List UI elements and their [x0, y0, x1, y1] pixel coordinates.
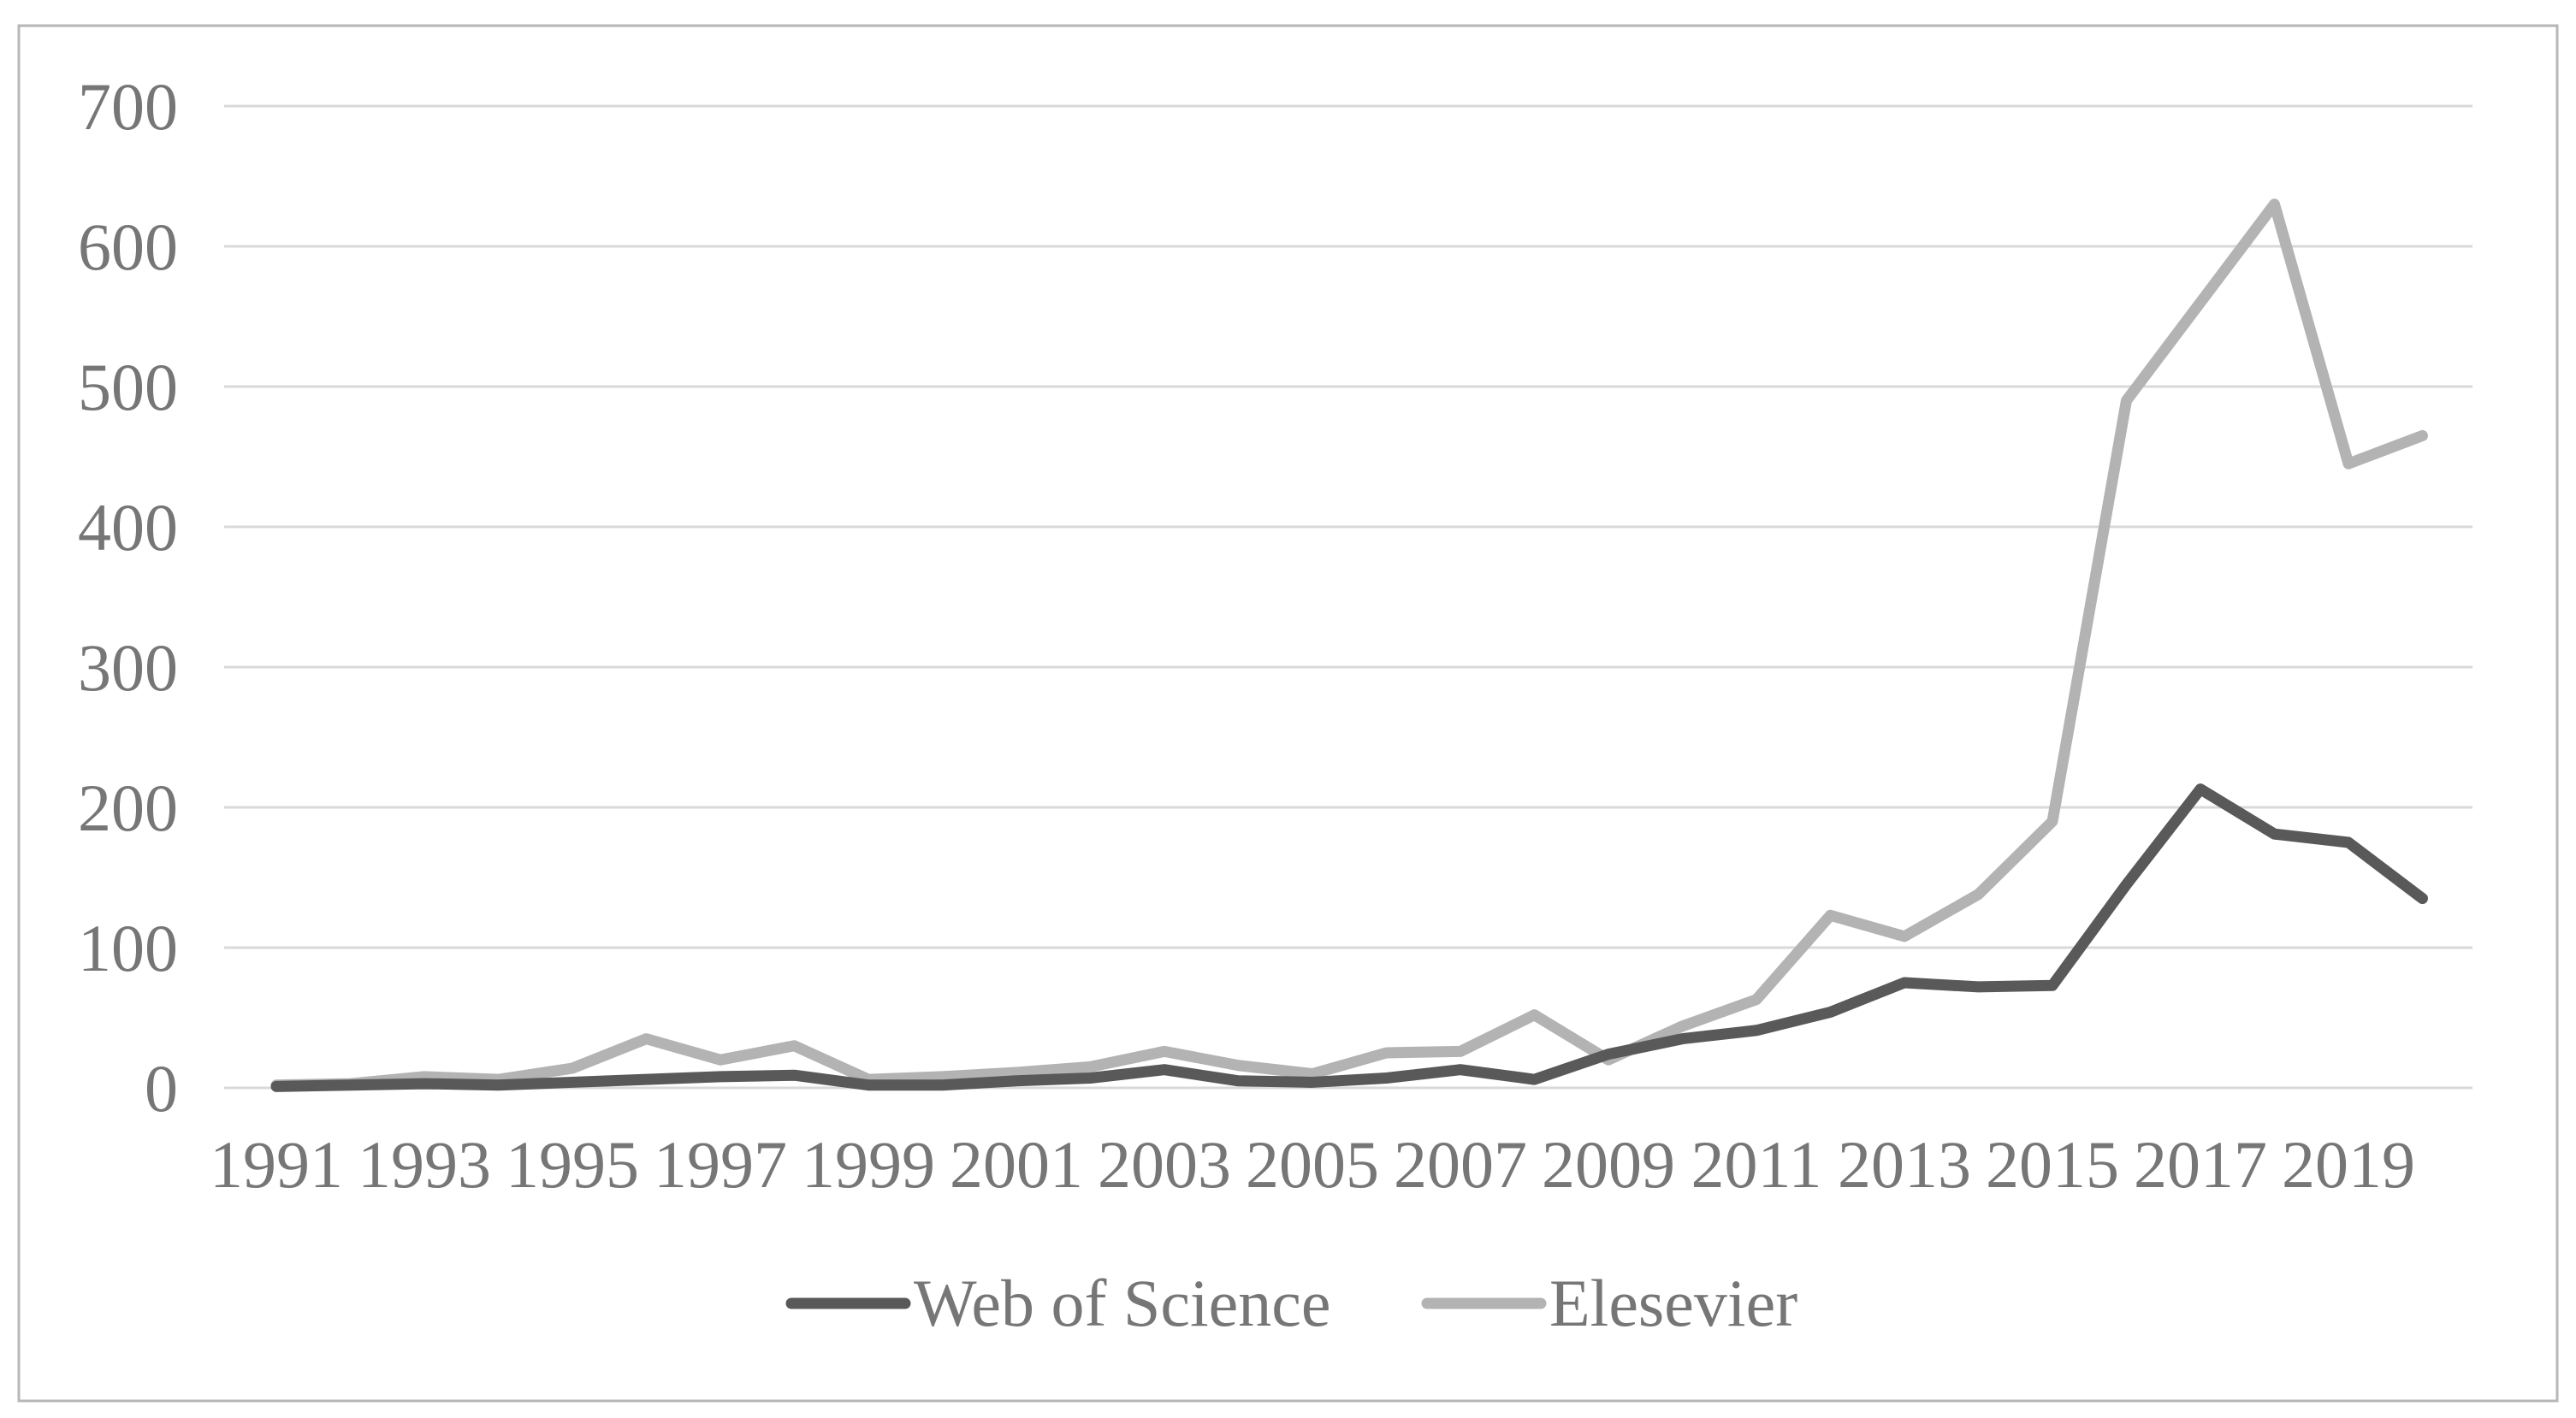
x-axis-tick-label: 2019: [2282, 1127, 2415, 1202]
x-axis-tick-label: 2015: [1986, 1127, 2119, 1202]
x-axis-tick-label: 2011: [1691, 1127, 1821, 1202]
x-axis-tick-label: 2017: [2134, 1127, 2267, 1202]
x-axis-tick-label: 1995: [506, 1127, 639, 1202]
series-line-elesevier: [270, 198, 2428, 1091]
x-axis-tick-label: 1993: [358, 1127, 491, 1202]
legend-label-elesevier: Elesevier: [1549, 1266, 1797, 1340]
x-axis-tick-label: 2003: [1098, 1127, 1231, 1202]
x-axis-tick-label: 1997: [654, 1127, 787, 1202]
legend-label-web-of-science: Web of Science: [914, 1266, 1331, 1340]
y-axis-tick-labels: 0 100 200 300 400 500 600 700: [78, 69, 178, 1126]
y-axis-tick-label: 200: [78, 771, 178, 845]
y-axis-tick-label: 300: [78, 630, 178, 705]
y-axis-tick-label: 500: [78, 350, 178, 424]
y-axis-tick-label: 100: [78, 911, 178, 985]
x-axis-tick-labels: 1991 1993 1995 1997 1999 2001 2003 2005 2007 2009…: [210, 1127, 2415, 1202]
y-axis-tick-label: 400: [78, 490, 178, 564]
y-axis-tick-label: 0: [145, 1051, 178, 1126]
gridlines-group: [224, 104, 2472, 1090]
y-axis-tick-label: 700: [78, 69, 178, 144]
series-line-web-of-science: [270, 783, 2428, 1092]
series-lines-group: [270, 198, 2428, 1092]
x-axis-tick-label: 2007: [1394, 1127, 1527, 1202]
x-axis-tick-label: 2009: [1542, 1127, 1675, 1202]
x-axis-tick-label: 1999: [802, 1127, 935, 1202]
y-axis-tick-label: 600: [78, 210, 178, 284]
x-axis-tick-label: 2013: [1838, 1127, 1971, 1202]
x-axis-tick-label: 2005: [1246, 1127, 1379, 1202]
x-axis-tick-label: 2001: [950, 1127, 1083, 1202]
figure-border: [17, 24, 2559, 1403]
legend: Web of Science Elesevier: [785, 1266, 1797, 1340]
x-axis-tick-label: 1991: [210, 1127, 343, 1202]
